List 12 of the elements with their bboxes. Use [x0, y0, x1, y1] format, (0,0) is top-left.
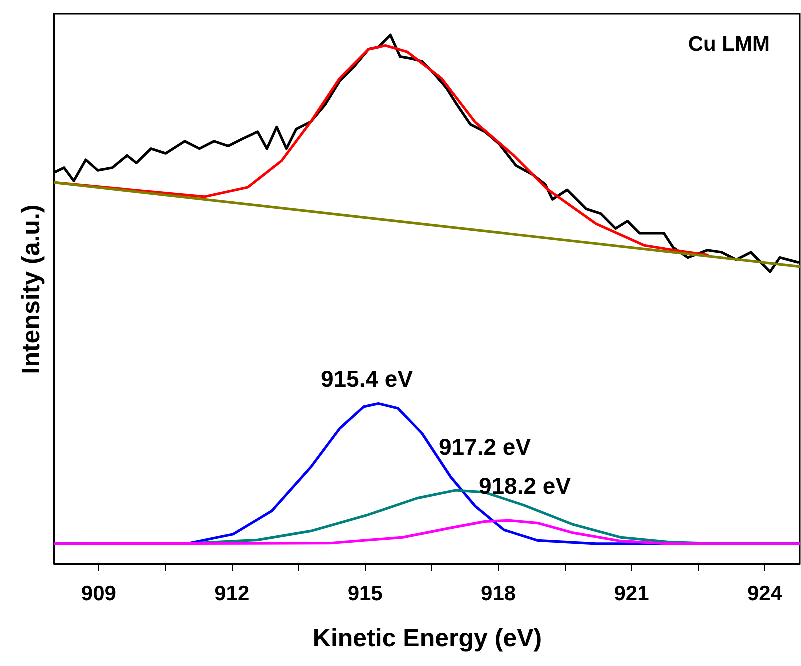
x-tick-label: 912 [214, 582, 250, 606]
annotation: 917.2 eV [438, 434, 532, 460]
x-tick-label: 918 [481, 582, 516, 606]
x-tick-label: 924 [747, 582, 783, 606]
x-tick-label: 921 [614, 582, 650, 606]
x-tick-label: 909 [81, 582, 116, 606]
annotation: 915.4 eV [320, 366, 414, 392]
y-axis-title: Intensity (a.u.) [18, 204, 46, 374]
x-tick-label: 915 [348, 582, 384, 606]
annotation: Cu LMM [688, 33, 770, 56]
annotation: 918.2 eV [478, 473, 572, 499]
x-axis-title: Kinetic Energy (eV) [312, 624, 542, 652]
